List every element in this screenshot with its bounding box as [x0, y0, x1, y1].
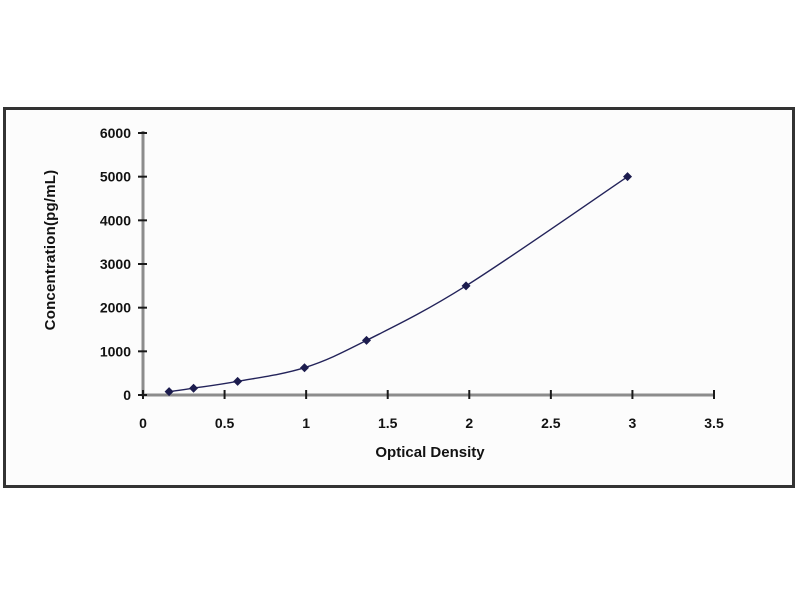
x-tick-label: 2.5	[541, 415, 561, 431]
y-axis-title: Concentration(pg/mL)	[42, 169, 59, 331]
x-tick-label: 0.5	[215, 415, 235, 431]
y-tick-label: 0	[123, 387, 131, 403]
axis-lines	[141, 131, 714, 397]
chart-frame: 0 0.5 1 1.5 2 2.5 3 3.5 0 1000 2000 3000 4000 5000 600…	[3, 107, 795, 488]
x-axis-title: Optical Density	[375, 444, 485, 461]
data-point-marker	[362, 335, 372, 345]
x-tick-label: 2	[465, 415, 473, 431]
data-point-marker	[300, 363, 310, 373]
y-tick-label: 4000	[100, 212, 131, 228]
x-tick-label: 0	[139, 415, 147, 431]
data-point-marker	[189, 383, 199, 393]
data-point-marker	[164, 387, 174, 397]
standard-curve-plot: 0 0.5 1 1.5 2 2.5 3 3.5 0 1000 2000 3000 4000 5000 600…	[100, 125, 724, 431]
x-tick-label: 1	[302, 415, 310, 431]
y-tick-label: 5000	[100, 169, 131, 185]
x-tick-label: 3.5	[704, 415, 724, 431]
y-tick-label: 6000	[100, 125, 131, 141]
y-tick-label: 3000	[100, 256, 131, 272]
standard-curve-line	[169, 176, 628, 393]
x-tick-label: 3	[629, 415, 637, 431]
data-point-marker	[461, 281, 471, 291]
y-tick-label: 2000	[100, 300, 131, 316]
data-point-marker	[233, 376, 243, 386]
x-tick-label: 1.5	[378, 415, 398, 431]
y-tick-label: 1000	[100, 343, 131, 359]
data-point-marker	[623, 172, 633, 182]
